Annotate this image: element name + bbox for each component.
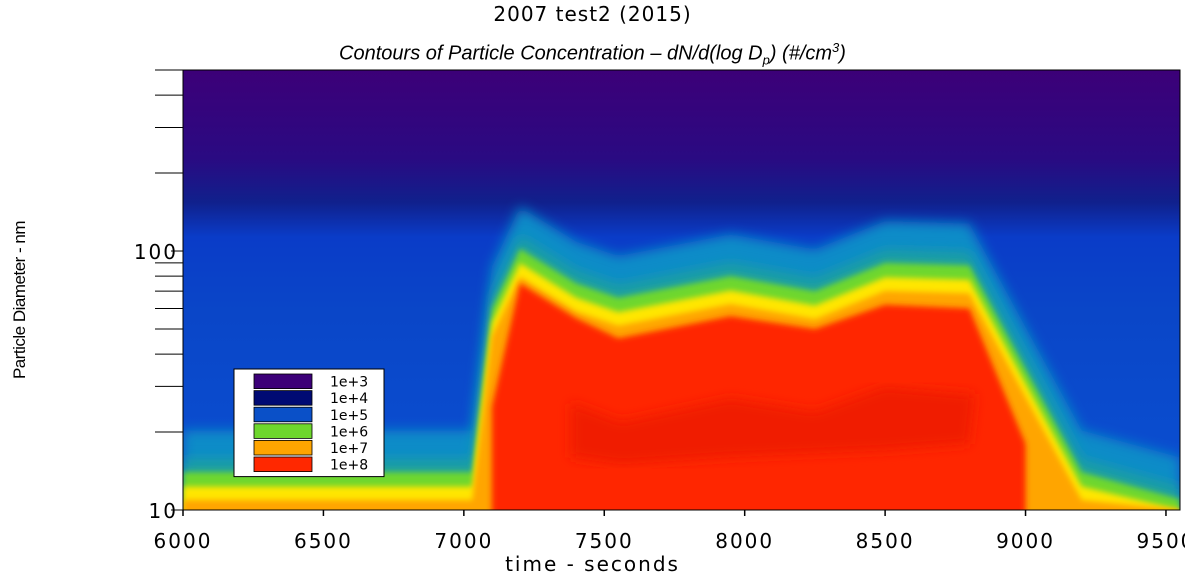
legend-swatch xyxy=(253,373,313,390)
axes: 6000 6500 7000 7500 8000 8500 9000 9500 10 100 xyxy=(134,69,1185,553)
subtitle-part-post: ) xyxy=(839,42,846,65)
x-tick-label: 9500 xyxy=(1137,529,1185,553)
legend-swatch xyxy=(253,406,313,423)
legend-label: 1e+3 xyxy=(330,375,368,391)
x-tick-label: 8500 xyxy=(856,529,915,553)
legend: 1e+31e+41e+51e+61e+71e+8 xyxy=(233,368,385,478)
y-tick-label: 10 xyxy=(149,499,178,523)
legend-label: 1e+5 xyxy=(330,408,368,424)
subtitle-part-sup: 3 xyxy=(832,40,840,55)
legend-swatch xyxy=(253,439,313,456)
x-tick-label: 7000 xyxy=(434,529,493,553)
contour-core xyxy=(570,386,975,465)
legend-swatch xyxy=(253,456,313,473)
legend-swatch xyxy=(253,390,313,406)
x-tick-label: 6000 xyxy=(154,529,213,553)
x-axis-label: time - seconds xyxy=(505,552,680,576)
legend-label: 1e+4 xyxy=(330,391,368,407)
chart-subtitle: Contours of Particle Concentration – dN/… xyxy=(0,40,1185,68)
legend-label: 1e+8 xyxy=(330,458,368,474)
chart-title: 2007 test2 (2015) xyxy=(493,2,692,26)
legend-label: 1e+7 xyxy=(330,441,368,457)
plot-frame xyxy=(182,69,1181,511)
x-tick-label: 8000 xyxy=(715,529,774,553)
x-tick-label: 6500 xyxy=(294,529,353,553)
x-tick-label: 9000 xyxy=(996,529,1055,553)
subtitle-part-sub: p xyxy=(762,52,770,68)
subtitle-part-mid: ) (#/cm xyxy=(769,42,833,65)
legend-label: 1e+6 xyxy=(330,424,368,440)
x-tick-label: 7500 xyxy=(575,529,634,553)
legend-swatch xyxy=(253,423,313,439)
y-tick-label: 100 xyxy=(134,240,178,264)
subtitle-part-pre: Contours of Particle Concentration – dN/… xyxy=(339,42,763,65)
